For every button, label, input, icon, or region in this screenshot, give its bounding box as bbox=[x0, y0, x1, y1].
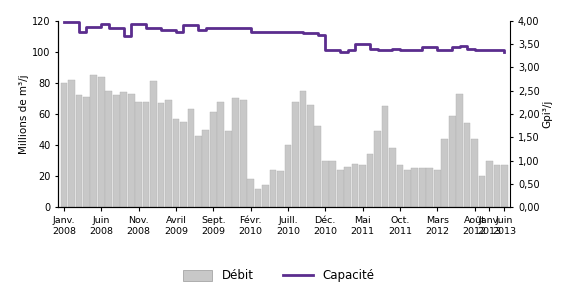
Bar bbox=[68, 80, 75, 207]
Bar bbox=[210, 112, 217, 207]
Bar bbox=[345, 167, 351, 207]
Bar bbox=[90, 75, 97, 207]
Bar bbox=[61, 83, 67, 207]
Bar bbox=[374, 131, 381, 207]
Bar bbox=[113, 95, 119, 207]
Bar bbox=[426, 168, 433, 207]
Bar bbox=[307, 104, 314, 207]
Bar bbox=[120, 92, 127, 207]
Bar bbox=[299, 91, 306, 207]
Bar bbox=[359, 165, 366, 207]
Bar bbox=[478, 176, 485, 207]
Bar bbox=[240, 100, 246, 207]
Bar bbox=[456, 94, 463, 207]
Bar bbox=[128, 94, 135, 207]
Bar bbox=[247, 179, 254, 207]
Bar bbox=[411, 168, 418, 207]
Bar bbox=[270, 170, 276, 207]
Bar bbox=[285, 145, 291, 207]
Bar bbox=[262, 185, 269, 207]
Bar bbox=[434, 170, 441, 207]
Bar bbox=[277, 171, 284, 207]
Bar bbox=[187, 109, 194, 207]
Bar bbox=[441, 139, 448, 207]
Bar bbox=[471, 139, 478, 207]
Bar bbox=[202, 130, 209, 207]
Bar bbox=[225, 131, 231, 207]
Bar bbox=[389, 148, 396, 207]
Bar bbox=[83, 97, 90, 207]
Bar bbox=[158, 103, 164, 207]
Bar bbox=[233, 98, 239, 207]
Bar bbox=[106, 91, 112, 207]
Bar bbox=[165, 100, 172, 207]
Bar bbox=[494, 165, 501, 207]
Bar bbox=[255, 189, 262, 207]
Legend: Débit, Capacité: Débit, Capacité bbox=[178, 265, 379, 287]
Bar bbox=[397, 165, 403, 207]
Bar bbox=[135, 102, 142, 207]
Y-axis label: Gpi³/j: Gpi³/j bbox=[542, 100, 553, 128]
Bar bbox=[486, 160, 493, 207]
Bar bbox=[351, 164, 358, 207]
Bar bbox=[419, 168, 426, 207]
Bar bbox=[382, 106, 389, 207]
Y-axis label: Millions de m³/j: Millions de m³/j bbox=[19, 74, 29, 154]
Bar bbox=[337, 170, 343, 207]
Bar bbox=[449, 115, 455, 207]
Bar bbox=[367, 155, 374, 207]
Bar bbox=[75, 95, 82, 207]
Bar bbox=[404, 170, 411, 207]
Bar bbox=[322, 160, 329, 207]
Bar bbox=[180, 122, 187, 207]
Bar bbox=[143, 102, 150, 207]
Bar bbox=[195, 136, 202, 207]
Bar bbox=[173, 119, 179, 207]
Bar bbox=[464, 123, 470, 207]
Bar bbox=[98, 77, 104, 207]
Bar bbox=[314, 126, 321, 207]
Bar bbox=[329, 160, 336, 207]
Bar bbox=[501, 165, 508, 207]
Bar bbox=[218, 102, 224, 207]
Bar bbox=[292, 102, 299, 207]
Bar bbox=[150, 81, 157, 207]
